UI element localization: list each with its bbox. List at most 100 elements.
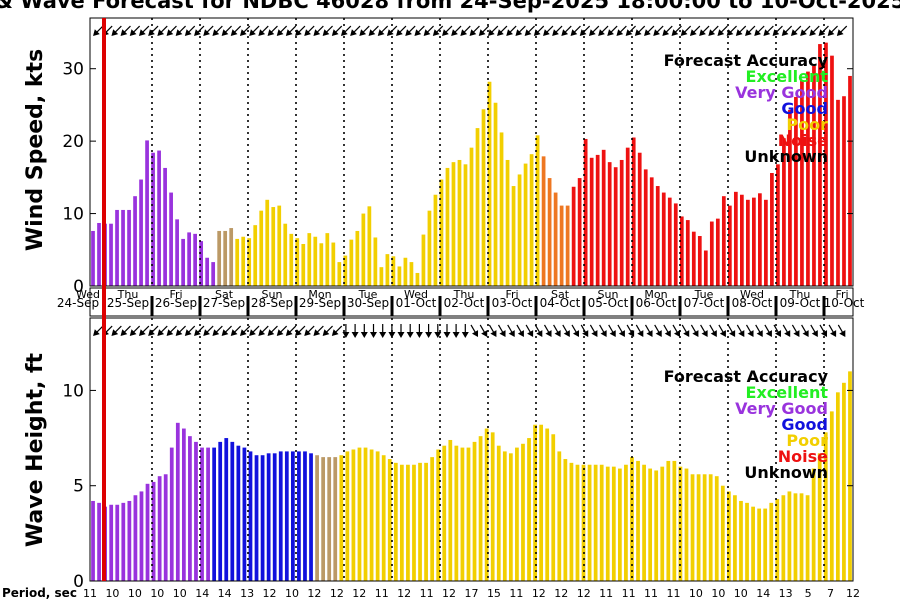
wave-direction-arrow [370, 324, 377, 338]
wave-bar [702, 474, 707, 581]
wind-direction-arrow [230, 25, 242, 36]
wave-direction-arrow [184, 325, 196, 336]
wave-direction-arrow [617, 324, 625, 338]
wave-direction-arrow [397, 324, 405, 338]
wind-direction-arrow [772, 25, 783, 36]
wave-bar [624, 464, 628, 581]
day-name-label: Fri [835, 288, 848, 301]
wave-bar [502, 451, 507, 581]
wind-bar [211, 262, 216, 286]
legend-item-noise: Noise [778, 447, 828, 466]
wind-bar [409, 262, 414, 286]
wave-bar [321, 457, 326, 581]
wave-direction-arrow [745, 324, 754, 338]
wind-bar [133, 196, 137, 286]
wave-bar [375, 451, 380, 581]
wave-bar [835, 392, 840, 581]
wind-bar [782, 138, 786, 286]
wind-bar [830, 55, 834, 287]
wave-bar [175, 422, 180, 581]
wind-direction-arrow [295, 25, 306, 36]
wind-direction-arrow [625, 25, 636, 36]
wind-direction-arrow [708, 25, 719, 36]
period-label: 14 [218, 587, 232, 600]
wave-bar [290, 451, 295, 581]
wind-direction-arrow [386, 25, 398, 36]
wind-y-tick-label: 20 [62, 132, 84, 152]
wave-bar [751, 506, 755, 581]
wind-direction-arrow [634, 25, 646, 36]
wind-bar [427, 210, 432, 286]
wave-y-axis-label: Wave Height, ft [23, 352, 48, 547]
wave-bar [793, 493, 798, 581]
wave-direction-arrow [285, 325, 297, 336]
wind-bar [481, 109, 486, 286]
wave-bar [521, 443, 525, 581]
wind-direction-arrow [350, 25, 361, 36]
date-label: 26-Sep [155, 296, 197, 310]
wind-bar [373, 237, 378, 286]
wind-bar [535, 135, 540, 286]
wind-bar [295, 238, 300, 286]
wind-bar [175, 219, 179, 286]
wind-bar [764, 199, 768, 286]
wave-bar [230, 441, 235, 581]
wind-bar [469, 147, 474, 286]
wave-bar [163, 474, 168, 581]
period-label: 11 [509, 587, 523, 600]
wind-direction-arrow [203, 25, 214, 36]
wave-bars [91, 371, 852, 581]
wave-bar [254, 455, 259, 581]
wave-direction-arrow [488, 324, 497, 338]
wave-direction-arrow [782, 324, 791, 338]
wind-y-tick-label: 30 [62, 60, 84, 80]
wind-bar [145, 140, 149, 286]
wave-bar [757, 508, 762, 581]
wind-bar [547, 178, 552, 286]
wind-bar [181, 238, 185, 286]
wave-direction-arrow [700, 324, 708, 338]
wave-y-tick-label: 10 [62, 381, 84, 401]
wave-bar [829, 411, 834, 581]
wave-bar [490, 432, 495, 581]
day-name-label: Mon [644, 288, 667, 301]
wind-direction-arrow [836, 25, 848, 36]
day-name-label: Thu [789, 288, 811, 301]
wind-bar [277, 205, 282, 286]
wind-bar [289, 233, 294, 286]
wind-bar [619, 159, 624, 286]
wave-direction-arrow [203, 325, 214, 336]
wind-bar [193, 233, 198, 286]
wave-direction-arrow [635, 324, 644, 338]
wind-direction-arrow [827, 25, 838, 36]
wind-direction-arrow [249, 25, 260, 36]
wind-direction-arrow [276, 25, 288, 36]
wave-bar [763, 508, 768, 581]
wave-direction-arrow [663, 324, 671, 338]
wave-direction-arrow [360, 324, 368, 338]
wave-direction-arrow [562, 324, 570, 338]
wave-direction-arrow [452, 324, 460, 338]
wind-bar [457, 159, 462, 286]
wind-bar [463, 164, 468, 286]
wind-bars [91, 42, 852, 287]
period-label: 14 [756, 587, 770, 600]
wind-direction-arrow [331, 25, 343, 36]
wave-y-ticks: 0 5 10 [62, 381, 853, 592]
wind-direction-arrow [561, 25, 572, 36]
wind-bar [349, 239, 354, 286]
wind-direction-arrow [616, 25, 627, 36]
wave-bar [109, 504, 114, 581]
wind-direction-arrow [138, 25, 150, 36]
wave-bar [218, 441, 223, 581]
wave-bar [224, 438, 229, 581]
wind-bar [283, 223, 288, 286]
period-label: 11 [666, 587, 680, 600]
wind-bar [205, 257, 210, 286]
wind-bar [715, 218, 720, 286]
wave-direction-arrow [497, 324, 506, 338]
wind-bar [577, 178, 582, 286]
wave-bar [115, 504, 120, 581]
wind-direction-arrow [763, 25, 774, 36]
